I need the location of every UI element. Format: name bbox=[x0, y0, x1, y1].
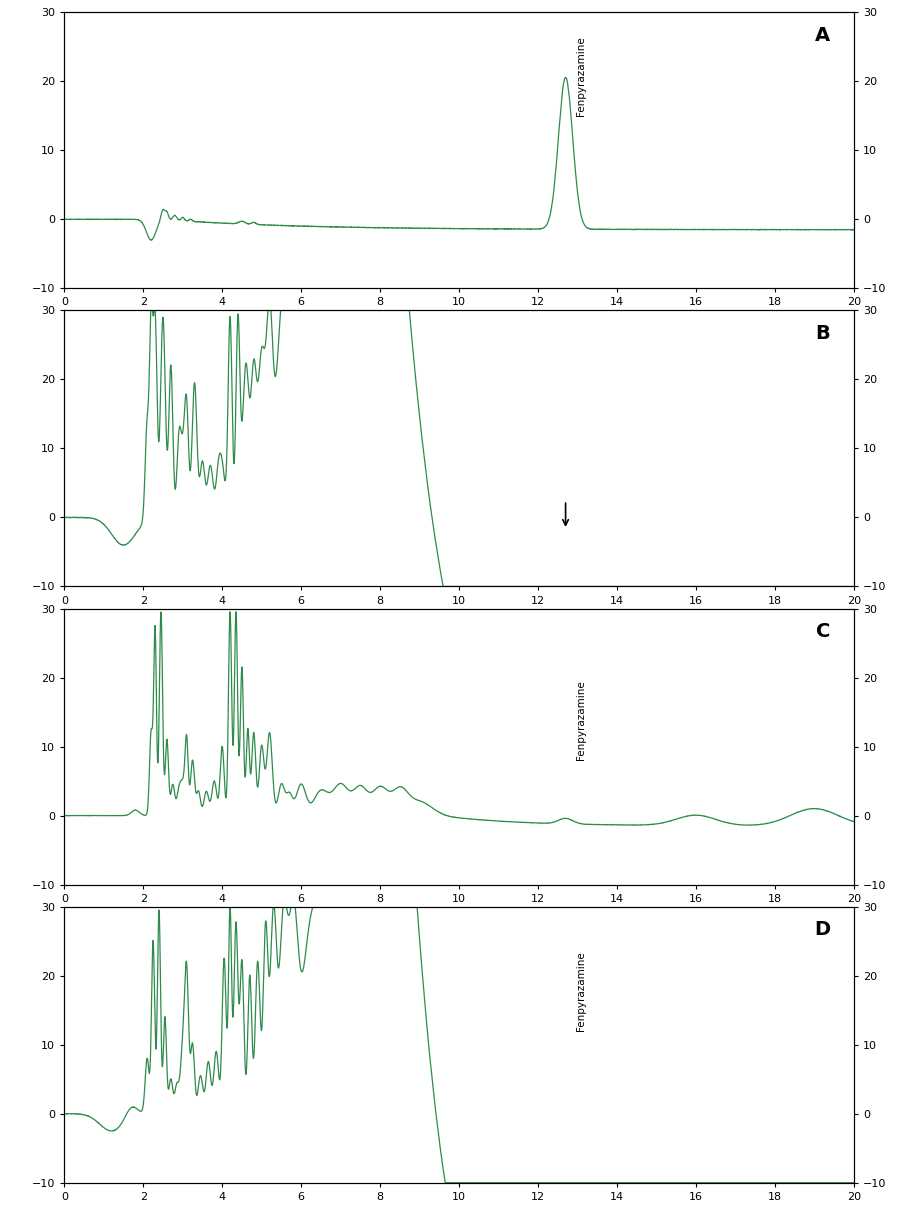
Text: Fenpyrazamine: Fenpyrazamine bbox=[577, 36, 587, 116]
Text: C: C bbox=[816, 622, 830, 642]
Text: Fenpyrazamine: Fenpyrazamine bbox=[577, 951, 587, 1031]
Text: A: A bbox=[815, 26, 830, 46]
Text: B: B bbox=[815, 324, 830, 344]
Text: D: D bbox=[814, 920, 830, 940]
Text: Fenpyrazamine: Fenpyrazamine bbox=[577, 680, 587, 760]
